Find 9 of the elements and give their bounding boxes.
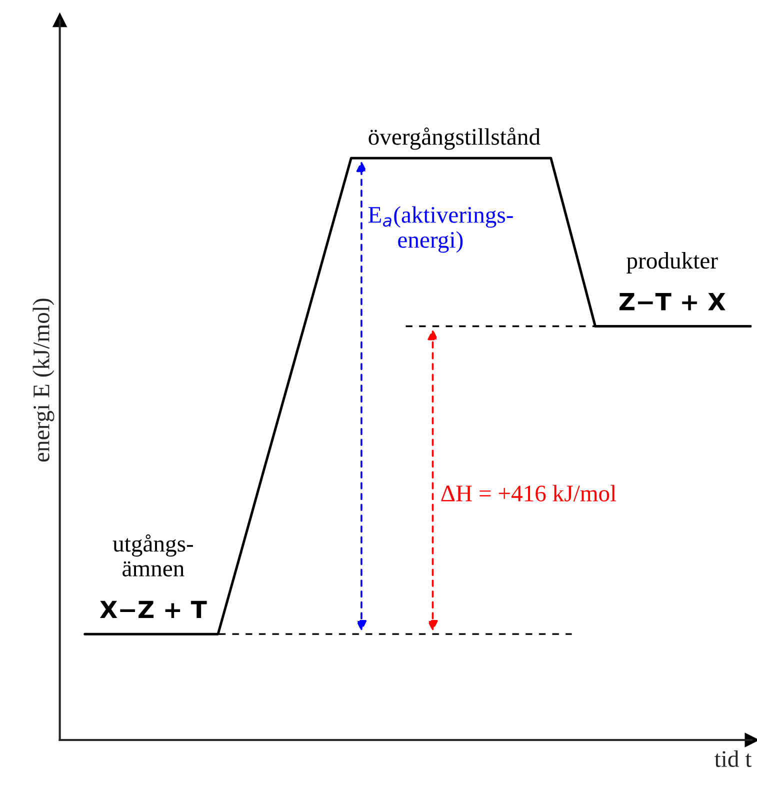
- y-axis-title: energi E (kJ/mol): [32, 298, 54, 462]
- annotation: X−Z + T: [100, 600, 207, 618]
- text: övergångstillstånd: [368, 128, 540, 150]
- annotation: Z−T + X: [619, 293, 726, 310]
- annotation: utgångs- ämnen: [112, 534, 194, 576]
- annotation: ΔH = +416 kJ/mol: [441, 484, 616, 502]
- annotation: produkter: [626, 252, 718, 274]
- annotation: E$_{a}$(aktiverings- energi): [368, 206, 513, 253]
- x-axis-title: tid t: [714, 750, 752, 768]
